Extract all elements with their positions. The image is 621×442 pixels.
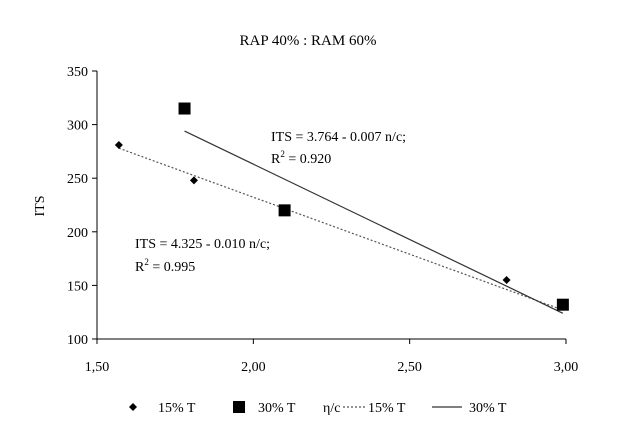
- trendlines: [118, 130, 564, 314]
- y-tick-label: 150: [67, 279, 88, 294]
- chart-title: RAP 40% : RAM 60%: [240, 33, 377, 49]
- x-tick-label: 2,00: [241, 360, 266, 375]
- trendline-15-dotted: [118, 147, 564, 311]
- y-tick-label: 350: [67, 65, 88, 80]
- legend-label-15-markers: 15% T: [158, 401, 196, 416]
- x-tick-label: 2,50: [397, 360, 422, 375]
- y-tick-label: 250: [67, 172, 88, 187]
- point-diamond-15: [189, 176, 198, 185]
- legend-symbol-diamond: [129, 403, 137, 411]
- data-points: [114, 102, 569, 311]
- point-square-30: [178, 102, 191, 115]
- legend-label-15-trend: 15% T: [368, 401, 406, 416]
- x-tick-label: 3,00: [554, 360, 579, 375]
- y-tick-label: 200: [67, 226, 88, 241]
- equation-30-r2: R2 = 0.920: [271, 149, 331, 167]
- y-tick-label: 100: [67, 333, 88, 348]
- legend-label-30-markers: 30% T: [258, 401, 296, 416]
- point-diamond-15: [502, 276, 511, 285]
- equation-30-line1: ITS = 3.764 - 0.007 n/c;: [271, 130, 406, 145]
- point-diamond-15: [114, 140, 123, 149]
- legend-label-eta-c: η/c: [323, 401, 340, 416]
- equation-15-line1: ITS = 4.325 - 0.010 n/c;: [135, 237, 270, 252]
- legend: 15% T 30% T η/c 15% T 30% T: [129, 401, 507, 416]
- trendline-30-solid: [184, 130, 564, 314]
- point-square-30: [556, 298, 569, 311]
- equation-15-r2: R2 = 0.995: [135, 257, 195, 275]
- x-ticks: 1,50 2,00 2,50 3,00: [85, 339, 579, 375]
- y-tick-label: 300: [67, 119, 88, 134]
- y-ticks: 100 150 200 250 300 350: [67, 65, 97, 348]
- legend-label-30-trend: 30% T: [469, 401, 507, 416]
- point-square-30: [278, 204, 291, 217]
- x-tick-label: 1,50: [85, 360, 110, 375]
- y-axis-label: ITS: [33, 196, 48, 217]
- legend-symbol-square: [233, 401, 245, 413]
